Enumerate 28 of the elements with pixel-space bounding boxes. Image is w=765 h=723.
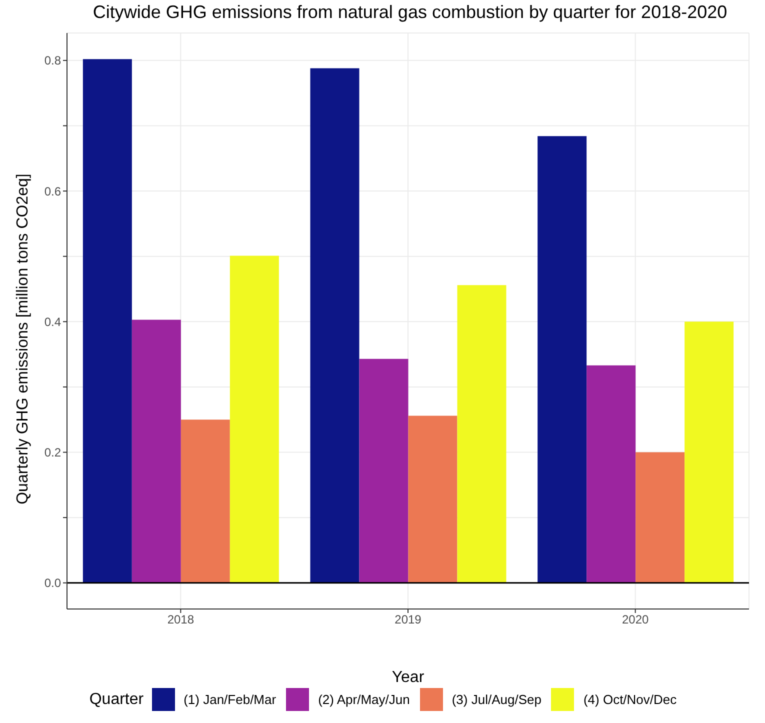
legend-label: (4) Oct/Nov/Dec	[583, 692, 677, 707]
y-tick-label: 0.6	[44, 184, 62, 198]
bar	[359, 358, 408, 583]
legend-label: (1) Jan/Feb/Mar	[184, 692, 276, 707]
y-tick-label: 0.4	[44, 314, 62, 329]
bar	[457, 285, 506, 583]
x-axis-title: Year	[390, 669, 426, 687]
bar	[636, 452, 685, 583]
bar	[586, 365, 636, 583]
bar	[684, 322, 734, 583]
bar	[310, 68, 360, 583]
bar	[82, 59, 132, 583]
bar	[230, 256, 279, 583]
legend-label: (2) Apr/May/Jun	[318, 692, 410, 707]
bar	[180, 420, 230, 583]
legend-title: Quarter	[89, 690, 144, 708]
text: 0.0	[44, 576, 61, 590]
bar	[408, 416, 458, 583]
legend-label: (3) Jul/Aug/Sep	[452, 692, 542, 707]
bar	[132, 320, 181, 583]
x-tick-label: 2018	[167, 612, 194, 627]
bar	[538, 136, 587, 583]
y-tick-label: 0.8	[44, 54, 62, 68]
y-axis-title: Quarterly GHG emissions [million tons CO2eq]	[14, 173, 32, 504]
y-tick-label: 0.2	[44, 446, 62, 460]
x-tick-label: 2019	[394, 612, 422, 627]
x-tick-label: 2020	[622, 612, 650, 627]
chart-title: Citywide GHG emissions from natural gas combustion by quarter for 2018-2020	[92, 2, 728, 23]
